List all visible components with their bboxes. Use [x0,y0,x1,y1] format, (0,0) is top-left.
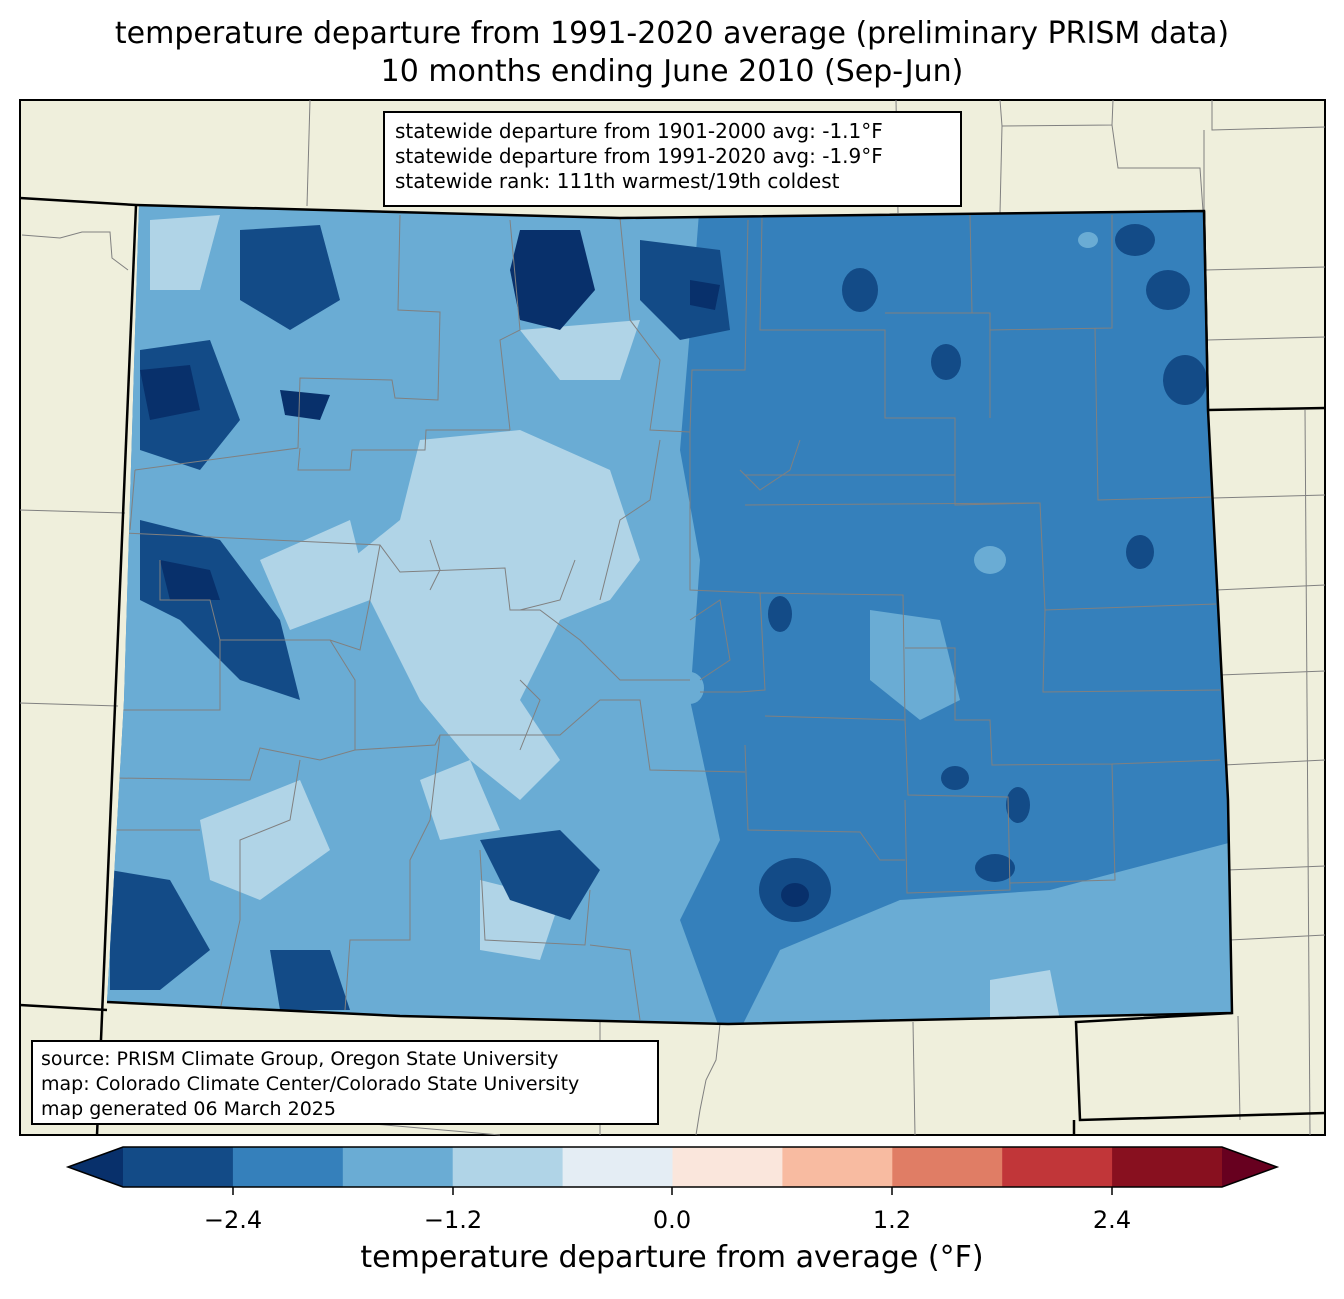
colorbar [65,1146,1280,1195]
source-line-2: map: Colorado Climate Center/Colorado St… [41,1073,580,1095]
source-line-3: map generated 06 March 2025 [41,1098,336,1120]
colorbar-segment [1112,1147,1223,1187]
colorbar-tick-label: −2.4 [203,1206,263,1234]
colorbar-segment [892,1147,1003,1187]
stats-line-1: statewide departure from 1901-2000 avg: … [395,119,883,143]
colorbar-extend-high [1222,1147,1277,1187]
colorbar-segment [342,1147,454,1187]
map-title: temperature departure from 1991-2020 ave… [114,16,1230,51]
colorbar-segment [1002,1147,1113,1187]
colorado-border [106,203,1234,1026]
colorbar-label: temperature departure from average (°F) [360,1240,984,1275]
colorbar-segment [782,1147,893,1187]
colorbar-outline [65,1146,1280,1188]
colorbar-segment [123,1147,234,1187]
colorbar-segment [452,1147,564,1187]
source-box: source: PRISM Climate Group, Oregon Stat… [31,1040,659,1125]
colorbar-segment [672,1147,783,1187]
statewide-stats-box: statewide departure from 1901-2000 avg: … [383,111,962,207]
stats-line-3: statewide rank: 111th warmest/19th colde… [395,169,840,193]
colorbar-extend-low [68,1147,123,1187]
colorbar-tick-label: 0.0 [652,1206,692,1234]
colorado-temperature-field [107,205,1232,1024]
colorbar-tick-label: 2.4 [1092,1206,1132,1234]
stats-line-2: statewide departure from 1991-2020 avg: … [395,144,883,168]
colorbar-tick-label: −1.2 [423,1206,483,1234]
colorbar-tick-label: 1.2 [872,1206,912,1234]
colorbar-segment [232,1147,344,1187]
source-line-1: source: PRISM Climate Group, Oregon Stat… [41,1048,559,1070]
colorbar-segment [562,1147,673,1187]
county-lines [110,214,1221,1021]
map-subtitle: 10 months ending June 2010 (Sep-Jun) [380,54,964,89]
